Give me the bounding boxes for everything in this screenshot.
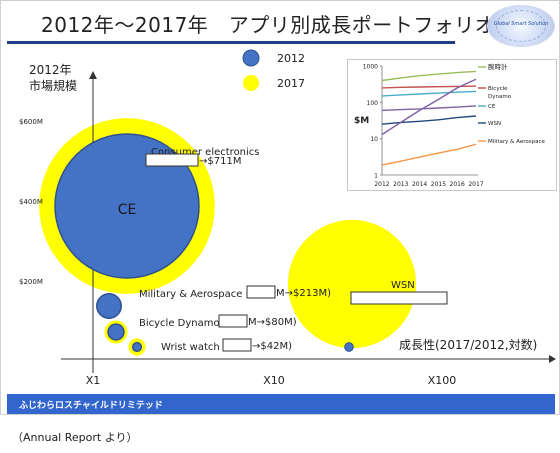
x-tick-label: X100 (428, 374, 457, 387)
inset-series-line (381, 70, 477, 82)
inset-x-tick-label: 2017 (468, 181, 483, 188)
bubble-name-ce: CE (118, 202, 137, 218)
y-axis-title-line1: 2012年 (29, 63, 72, 77)
bubble-label-ce: Consumer electronics (151, 147, 260, 158)
bubble-2012-ce (54, 133, 200, 279)
redacted-box-wsn (350, 291, 448, 305)
x-axis-title: 成長性(2017/2012,対数) (399, 337, 537, 352)
inset-series-line (381, 105, 477, 112)
inset-y-tick-label: 1 (374, 173, 378, 180)
inset-y-tick-label: 10 (370, 136, 378, 143)
inset-legend-label: Military & Aerospace (488, 139, 545, 145)
bubble-2012-wrist-watch (131, 341, 143, 353)
inset-legend-label: Dynamo (488, 94, 512, 100)
logo-text: Global Smart Solution (493, 21, 549, 27)
x-tick-label: X1 (86, 374, 101, 387)
inset-legend-label: 腕時計 (488, 62, 508, 71)
inset-series-line (381, 115, 477, 125)
y-tick-label: $400M (19, 198, 43, 206)
bubble-annotation-military-aerospace: M→$213M) (276, 288, 331, 299)
bubble-label-military-aerospace: Military & Aerospace (139, 289, 242, 300)
inset-x-tick-label: 2013 (393, 181, 408, 188)
inset-x-tick-label: 2014 (412, 181, 427, 188)
company-logo: Global Smart Solution (487, 5, 555, 47)
bubble-2012-military-aerospace (96, 293, 122, 319)
source-caption: （Annual Report より） (12, 431, 138, 444)
slide: 2012年～2017年 アプリ別成長ポートフォリオ Global Smart S… (0, 0, 560, 415)
footer-text: ふじわらロスチャイルドリミテッド (19, 401, 163, 411)
bubble-chart: CE Consumer electronics→$711M Military & A… (19, 49, 556, 387)
slide-title: 2012年～2017年 アプリ別成長ポートフォリオ (41, 13, 496, 37)
title-underline (7, 41, 455, 44)
inset-x-tick-label: 2016 (450, 181, 465, 188)
inset-y-tick-label: 1000 (363, 64, 378, 71)
footer-bar: ふじわらロスチャイルドリミテッド (7, 394, 555, 414)
y-tick-label: $600M (19, 118, 43, 126)
y-axis-title-line2: 市場規模 (29, 78, 77, 93)
legend-swatch-2012 (242, 49, 260, 67)
inset-legend-label: WSN (488, 121, 501, 127)
bubble-annotation-wrist-watch: →$42M) (252, 341, 292, 352)
inset-line-chart: 1 10 100 1000 $M 2012 2013 2014 2015 2016 2017 腕時計 B… (347, 59, 557, 191)
inset-y-tick-label: 100 (367, 100, 379, 107)
x-axis-arrow (549, 355, 556, 363)
logo-ring (496, 10, 546, 42)
redacted-box-military-aerospace (246, 285, 276, 299)
bubble-label-wsn: WSN (391, 280, 415, 291)
bubble-annotation-ce: →$711M (199, 156, 241, 167)
redacted-box-ce (145, 153, 199, 167)
bubble-label-bicycle-dynamo: Bicycle Dynamo (139, 318, 220, 329)
bubble-2017-wsn (287, 219, 417, 349)
inset-chart-svg: 1 10 100 1000 $M 2012 2013 2014 2015 2016 2017 腕時計 B… (354, 62, 545, 188)
redacted-box-bicycle-dynamo (218, 314, 248, 328)
bubble-label-wrist-watch: Wrist watch (161, 342, 220, 353)
legend-label-2012: 2012 (277, 52, 305, 65)
y-tick-label: $200M (19, 278, 43, 286)
y-axis-arrow (89, 71, 97, 79)
bubble-2012-wsn (344, 342, 354, 352)
inset-legend-label: Bicycle (488, 86, 508, 92)
x-tick-label: X10 (263, 374, 285, 387)
bubble-annotation-bicycle-dynamo: M→$80M) (248, 317, 297, 328)
inset-legend-label: CE (488, 104, 496, 110)
redacted-box-wrist-watch (222, 338, 252, 352)
inset-y-axis-title: $M (354, 116, 369, 126)
legend-label-2017: 2017 (277, 77, 305, 90)
inset-x-tick-label: 2015 (431, 181, 446, 188)
inset-series-line (381, 78, 477, 136)
inset-x-tick-label: 2012 (374, 181, 389, 188)
legend-swatch-2017 (243, 75, 259, 91)
inset-series-line (381, 143, 477, 166)
inset-series-line (381, 90, 477, 97)
bubble-2012-bicycle-dynamo (107, 323, 125, 341)
